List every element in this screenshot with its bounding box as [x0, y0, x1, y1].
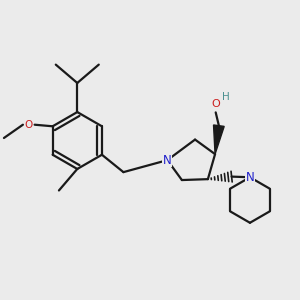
Text: N: N: [163, 154, 172, 166]
Polygon shape: [214, 125, 224, 154]
Text: O: O: [24, 120, 32, 130]
Text: O: O: [211, 98, 220, 109]
Text: H: H: [222, 92, 230, 102]
Text: N: N: [246, 171, 254, 184]
